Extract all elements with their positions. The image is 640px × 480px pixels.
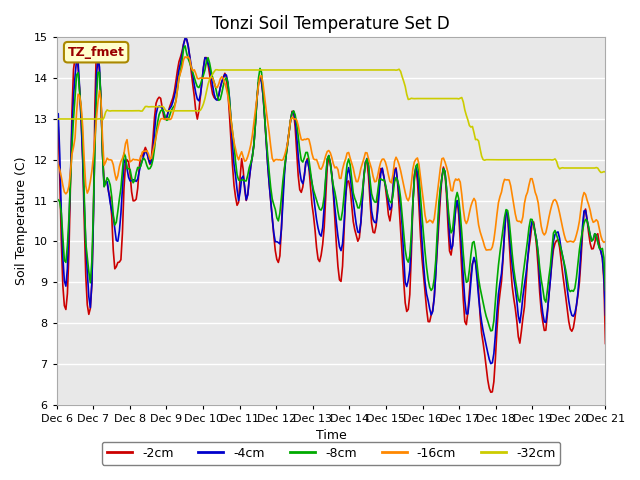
-32cm <box>235 67 243 73</box>
-16cm <box>483 247 490 253</box>
-4cm <box>236 189 244 195</box>
-8cm <box>120 150 128 156</box>
-16cm <box>602 239 609 244</box>
-8cm <box>487 328 495 334</box>
-32cm <box>216 67 224 73</box>
-16cm <box>246 148 253 154</box>
Legend: -2cm, -4cm, -8cm, -16cm, -32cm: -2cm, -4cm, -8cm, -16cm, -32cm <box>102 442 560 465</box>
-2cm <box>236 174 244 180</box>
-16cm <box>53 161 61 167</box>
-32cm <box>120 108 128 114</box>
-8cm <box>218 90 226 96</box>
-2cm <box>218 79 226 85</box>
-8cm <box>53 198 61 204</box>
Line: -32cm: -32cm <box>57 69 605 172</box>
Line: -8cm: -8cm <box>57 46 605 331</box>
-8cm <box>294 133 302 139</box>
-32cm <box>244 67 252 73</box>
-8cm <box>246 165 253 170</box>
-8cm <box>574 261 582 266</box>
Line: -2cm: -2cm <box>57 39 605 392</box>
-8cm <box>602 288 609 293</box>
-4cm <box>120 160 128 166</box>
-2cm <box>181 36 189 42</box>
-16cm <box>294 122 302 128</box>
-4cm <box>294 153 302 158</box>
-8cm <box>181 43 189 49</box>
Line: -4cm: -4cm <box>57 38 605 364</box>
Line: -16cm: -16cm <box>57 57 605 250</box>
-4cm <box>487 361 495 367</box>
-2cm <box>53 116 61 122</box>
-2cm <box>246 176 253 181</box>
-4cm <box>574 290 582 296</box>
-8cm <box>236 178 244 184</box>
-32cm <box>396 66 403 72</box>
-2cm <box>602 341 609 347</box>
-2cm <box>294 173 302 179</box>
-16cm <box>184 54 192 60</box>
-4cm <box>246 176 253 181</box>
-2cm <box>120 186 128 192</box>
Y-axis label: Soil Temperature (C): Soil Temperature (C) <box>15 157 28 285</box>
-16cm <box>574 226 582 232</box>
-16cm <box>120 151 128 156</box>
-4cm <box>218 79 226 84</box>
-4cm <box>181 36 189 41</box>
-32cm <box>293 67 301 73</box>
-32cm <box>53 116 61 122</box>
-32cm <box>602 169 609 175</box>
-4cm <box>602 312 609 318</box>
Text: TZ_fmet: TZ_fmet <box>68 46 125 59</box>
X-axis label: Time: Time <box>316 429 346 442</box>
-32cm <box>573 165 580 171</box>
-2cm <box>574 292 582 298</box>
-32cm <box>597 169 605 175</box>
-4cm <box>53 116 61 122</box>
-16cm <box>236 152 244 158</box>
Title: Tonzi Soil Temperature Set D: Tonzi Soil Temperature Set D <box>212 15 450 33</box>
-16cm <box>218 74 226 80</box>
-2cm <box>487 389 495 395</box>
